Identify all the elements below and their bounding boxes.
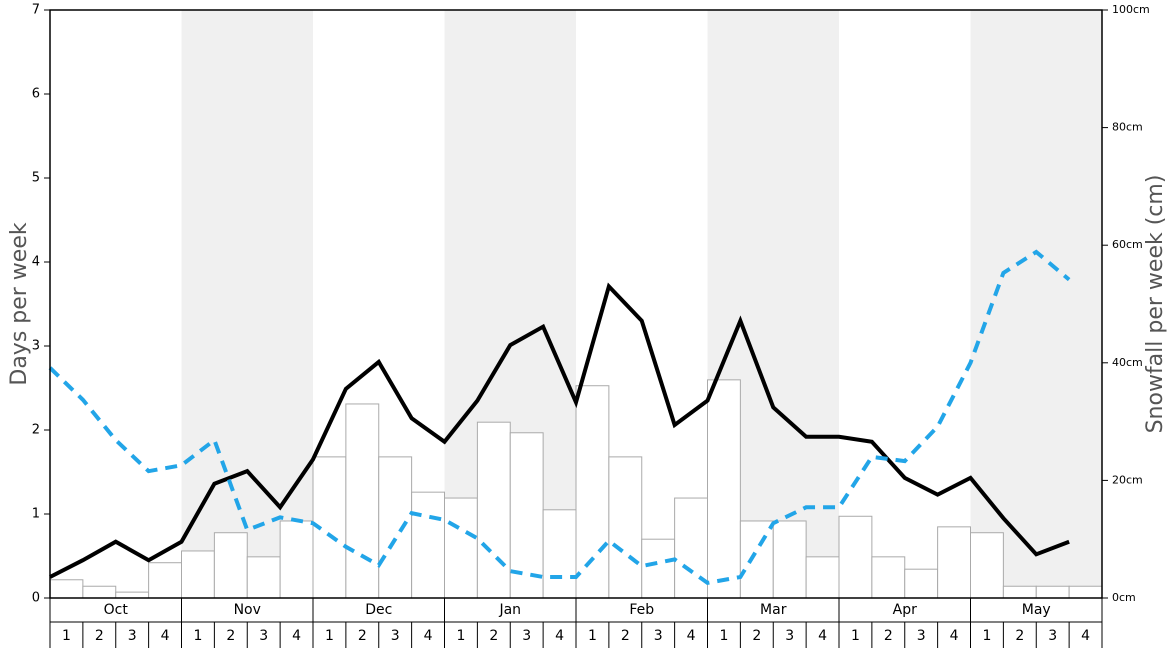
y2-tick-label: 0cm — [1112, 591, 1136, 604]
bar — [608, 456, 643, 599]
x-tick-label: 1 — [588, 628, 597, 644]
bar — [542, 509, 577, 599]
y-tick-label: 4 — [32, 255, 40, 270]
x-tick-label: 4 — [555, 628, 564, 644]
bar — [476, 421, 511, 599]
x-tick-label: 4 — [818, 628, 827, 644]
x-tick-label: 3 — [654, 628, 663, 644]
line — [49, 282, 1070, 579]
x-tick-label: 2 — [1015, 628, 1024, 644]
bar — [1035, 585, 1070, 599]
x-tick-label: 4 — [292, 628, 301, 644]
x-tick-label: 1 — [456, 628, 465, 644]
month-label: Feb — [629, 602, 654, 618]
y-tick-label: 7 — [32, 3, 40, 18]
month-label: Nov — [234, 602, 261, 618]
y-tick-label: 3 — [32, 339, 40, 354]
y2-tick-label: 100cm — [1112, 3, 1150, 16]
x-tick-label: 3 — [259, 628, 268, 644]
y2-tick-label: 80cm — [1112, 121, 1143, 134]
bar — [444, 497, 478, 599]
bar — [1068, 585, 1103, 599]
y-tick-label: 0 — [32, 591, 40, 606]
y-axis-label: Days per week — [7, 222, 32, 385]
x-tick-label: 3 — [522, 628, 531, 644]
x-tick-label: 4 — [1081, 628, 1090, 644]
bar — [411, 491, 445, 599]
bar — [115, 591, 150, 599]
line — [48, 249, 1071, 585]
bar — [805, 556, 840, 599]
x-tick-label: 2 — [358, 628, 367, 644]
y2-tick-label: 60cm — [1112, 238, 1143, 251]
bar — [279, 520, 314, 599]
x-tick-label: 2 — [95, 628, 104, 644]
bar — [148, 562, 182, 599]
month-label: Mar — [760, 602, 787, 618]
bar — [739, 520, 774, 599]
bar — [937, 526, 971, 599]
bar — [1002, 585, 1037, 599]
x-tick-label: 4 — [424, 628, 433, 644]
x-tick-label: 1 — [719, 628, 728, 644]
bar — [246, 556, 281, 599]
x-tick-label: 3 — [917, 628, 926, 644]
month-label: Oct — [104, 602, 129, 618]
x-tick-label: 2 — [884, 628, 893, 644]
bar — [509, 432, 544, 599]
x-tick-label: 3 — [1048, 628, 1057, 644]
y2-tick-label: 40cm — [1112, 356, 1143, 369]
y-tick-label: 2 — [32, 423, 40, 438]
bar — [345, 403, 380, 599]
x-tick-label: 4 — [161, 628, 170, 644]
x-tick-label: 1 — [193, 628, 202, 644]
x-tick-label: 1 — [982, 628, 991, 644]
x-tick-label: 3 — [785, 628, 794, 644]
bar — [772, 520, 807, 599]
x-tick-label: 2 — [489, 628, 498, 644]
bar — [871, 556, 906, 599]
y2-tick-label: 20cm — [1112, 473, 1143, 486]
y-tick-label: 5 — [32, 171, 40, 186]
month-label: Dec — [365, 602, 392, 618]
y-tick-label: 1 — [32, 507, 40, 522]
bar — [49, 579, 84, 599]
month-label: Apr — [893, 602, 917, 618]
x-tick-label: 3 — [391, 628, 400, 644]
bar — [904, 568, 939, 599]
x-tick-label: 2 — [752, 628, 761, 644]
bar — [674, 497, 708, 599]
bar — [181, 550, 215, 599]
x-tick-label: 4 — [950, 628, 959, 644]
bar — [838, 515, 873, 599]
x-tick-label: 2 — [621, 628, 630, 644]
y-tick-label: 6 — [32, 87, 40, 102]
y2-axis-label: Snowfall per week (cm) — [1143, 175, 1168, 434]
x-tick-label: 1 — [62, 628, 71, 644]
x-tick-label: 1 — [851, 628, 860, 644]
bar — [575, 385, 610, 599]
x-tick-label: 4 — [687, 628, 696, 644]
bar — [82, 585, 117, 599]
bar — [378, 456, 413, 599]
bar — [707, 379, 741, 599]
x-tick-label: 3 — [128, 628, 137, 644]
bar — [970, 532, 1004, 599]
bar — [641, 538, 676, 599]
month-label: Jan — [498, 602, 521, 618]
x-tick-label: 2 — [226, 628, 235, 644]
month-label: May — [1022, 602, 1051, 618]
bar — [213, 532, 248, 599]
x-tick-label: 1 — [325, 628, 334, 644]
